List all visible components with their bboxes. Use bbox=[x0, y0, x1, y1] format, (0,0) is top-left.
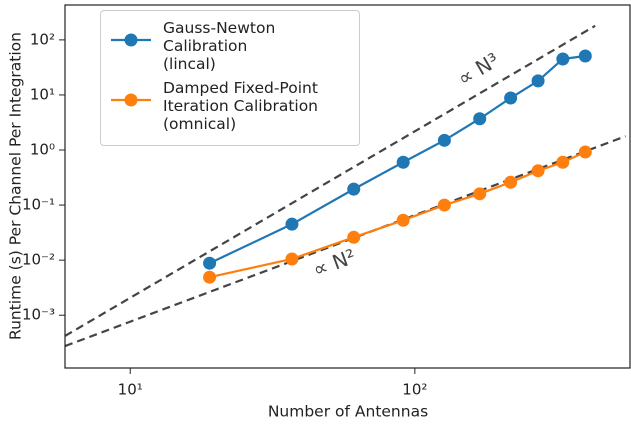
point bbox=[347, 182, 361, 196]
legend-entry: Damped Fixed-Point Iteration Calibration… bbox=[109, 79, 359, 133]
point bbox=[578, 49, 592, 63]
x-tick-label: 10¹ bbox=[118, 381, 143, 399]
legend-entry: Gauss-Newton Calibration (lincal) bbox=[109, 19, 359, 73]
point bbox=[396, 213, 410, 227]
point bbox=[437, 198, 451, 212]
legend: Gauss-Newton Calibration (lincal) Damped … bbox=[100, 10, 360, 146]
point bbox=[285, 252, 299, 266]
x-axis-label: Number of Antennas bbox=[268, 403, 428, 421]
point bbox=[285, 217, 299, 231]
point bbox=[578, 145, 592, 159]
y-tick-label: 10⁻¹ bbox=[22, 196, 55, 214]
series-line bbox=[209, 54, 586, 265]
axes-frame bbox=[64, 4, 631, 369]
legend-label: Gauss-Newton Calibration (lincal) bbox=[163, 19, 276, 73]
point bbox=[504, 91, 518, 105]
y-tick-label: 10² bbox=[30, 30, 55, 48]
point bbox=[396, 155, 410, 169]
point bbox=[203, 256, 217, 270]
y-tick-label: 10¹ bbox=[30, 85, 55, 103]
point bbox=[556, 52, 570, 66]
legend-symbol bbox=[111, 33, 151, 47]
y-tick-label: 10⁰ bbox=[30, 141, 55, 159]
point bbox=[556, 155, 570, 169]
legend-label: Damped Fixed-Point Iteration Calibration… bbox=[163, 79, 319, 133]
series-line bbox=[209, 151, 586, 279]
point bbox=[531, 164, 545, 178]
point bbox=[473, 187, 487, 201]
legend-marker bbox=[124, 93, 138, 107]
point bbox=[203, 270, 217, 284]
point bbox=[531, 74, 545, 88]
point bbox=[347, 230, 361, 244]
point bbox=[437, 133, 451, 147]
legend-marker bbox=[124, 33, 138, 47]
x-tick-label: 10² bbox=[402, 381, 427, 399]
y-tick-label: 10⁻² bbox=[22, 251, 55, 269]
reference-line bbox=[65, 24, 596, 337]
y-axis-label: Runtime (s) Per Channel Per Integration bbox=[7, 32, 25, 340]
point bbox=[504, 175, 518, 189]
legend-symbol bbox=[111, 93, 151, 107]
y-tick-label: 10⁻³ bbox=[22, 306, 55, 324]
point bbox=[473, 112, 487, 126]
